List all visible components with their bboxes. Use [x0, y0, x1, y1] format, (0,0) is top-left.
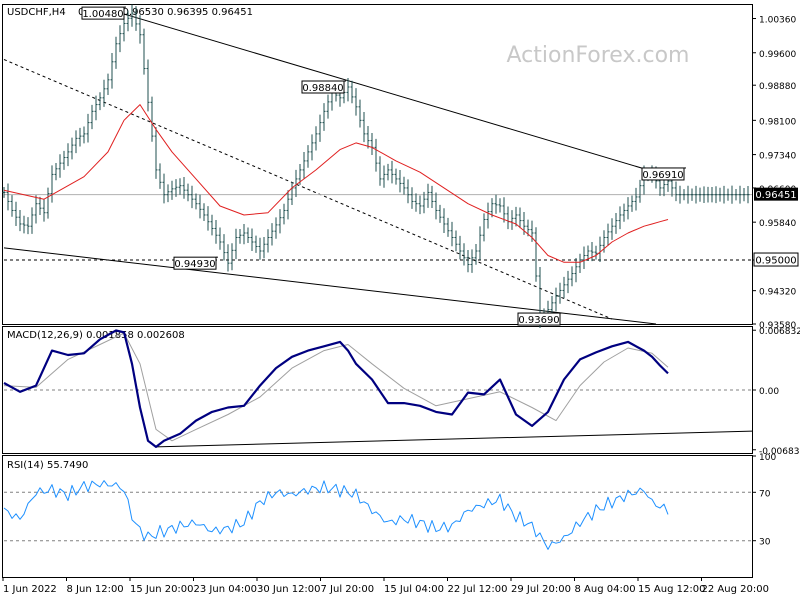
time-tick-label: 8 Jun 12:00: [67, 584, 124, 595]
time-tick-label: 15 Jul 04:00: [384, 584, 444, 595]
time-tick-label: 1 Jun 2022: [3, 584, 57, 595]
time-tick-label: 22 Jul 12:00: [448, 584, 508, 595]
rsi-layer: [3, 480, 752, 550]
axis-layer: 1.003600.996000.988800.981000.973400.966…: [2, 16, 800, 595]
price-tick-label: 0.93580: [759, 321, 796, 331]
price-tick-label: 0.99600: [759, 50, 796, 60]
time-tick-label: 29 Jul 20:00: [511, 584, 571, 595]
price-layer: 1.00480 0.98840 0.94930 0.93690 0.96910: [2, 4, 752, 329]
time-tick-label: 8 Aug 04:00: [575, 584, 636, 595]
current-price-box: [754, 187, 798, 201]
time-tick-label: 15 Jun 20:00: [130, 584, 194, 595]
lower-trendline: [3, 247, 657, 325]
level-price-box: [753, 252, 799, 267]
rsi-tick-label: 70: [759, 489, 771, 499]
rsi-tick-label: 100: [759, 453, 776, 463]
time-tick-label: 23 Jun 04:00: [194, 584, 258, 595]
price-tick-label: 0.97340: [759, 152, 796, 162]
time-tick-label: 7 Jul 20:00: [321, 584, 375, 595]
price-annotation-box: [301, 80, 345, 94]
price-tick-label: 0.95840: [759, 219, 796, 229]
price-panel: [2, 4, 753, 325]
macd-title: MACD(12,26,9) 0.001858 0.002608: [7, 330, 185, 341]
moving-average-line: [3, 104, 669, 263]
price-annotation-label: 1.00480: [82, 9, 123, 20]
price-annotation-label: 0.93690: [518, 315, 559, 326]
price-annotation-box: [517, 312, 561, 326]
upper-trendline: [123, 13, 661, 174]
price-annotation-label: 0.98840: [302, 83, 343, 94]
price-tick-label: 0.98880: [759, 82, 796, 92]
rsi-tick-label: 30: [759, 538, 771, 548]
time-tick-label: 30 Jun 12:00: [257, 584, 321, 595]
watermark: ActionForex.com: [507, 43, 690, 68]
macd-layer: [3, 329, 753, 448]
dashed-trendline: [3, 59, 613, 320]
macd-line: [3, 329, 669, 448]
price-annotation-box: [173, 256, 217, 270]
rsi-panel: [2, 455, 753, 578]
current-price-label: 0.96451: [755, 190, 796, 201]
macd-signal-line: [3, 332, 669, 442]
price-tick-label: 0.94320: [759, 288, 796, 298]
price-annotation-label: 0.94930: [174, 259, 215, 270]
chart-symbol: USDCHF,H4: [7, 7, 66, 18]
level-price-label: 0.95000: [755, 256, 796, 267]
macd-trendline: [155, 430, 753, 448]
price-annotation-label: 0.96910: [642, 170, 683, 181]
macd-tick-label: -0.00683: [759, 447, 799, 457]
macd-tick-label: 0.00: [759, 387, 779, 397]
rsi-line: [3, 480, 669, 550]
price-tick-label: 0.98100: [759, 117, 796, 127]
time-tick-label: 15 Aug 12:00: [638, 584, 705, 595]
time-tick-label: 22 Aug 20:00: [702, 584, 769, 595]
chart-ohlc: 0.96435 0.96530 0.96395 0.96451: [78, 7, 253, 18]
price-annotation-box: [81, 6, 125, 20]
rsi-title: RSI(14) 55.7490: [7, 460, 88, 471]
price-tick-label: 1.00360: [759, 16, 796, 26]
macd-tick-label: 0.006832: [759, 327, 800, 337]
price-annotation-box: [641, 167, 685, 181]
